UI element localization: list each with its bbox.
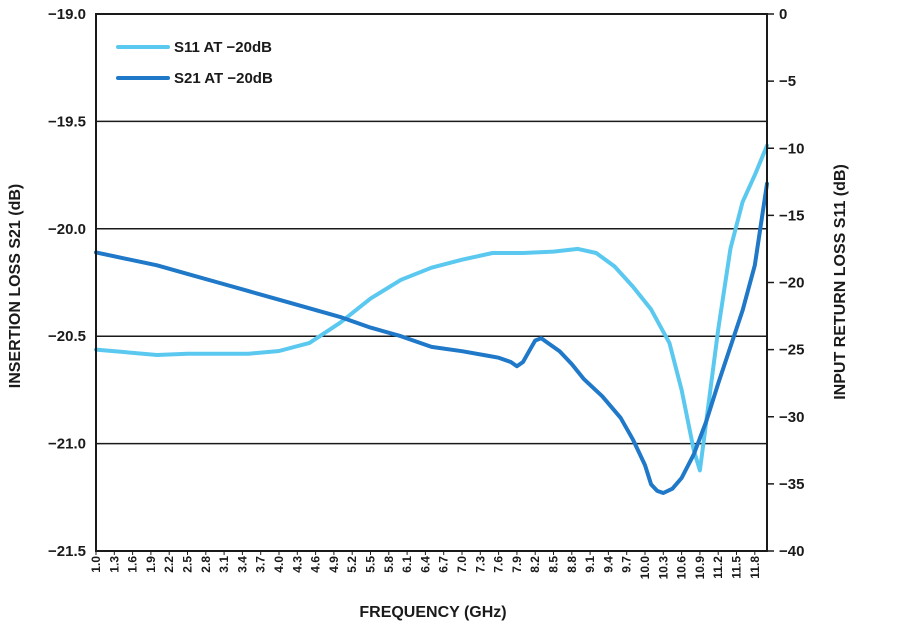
- x-tick-label: 11.2: [711, 556, 725, 579]
- series-layer: [94, 143, 769, 495]
- right-tick-label: −30: [779, 409, 804, 426]
- x-tick-label: 11.8: [748, 556, 762, 579]
- x-tick-label: 7.3: [473, 556, 487, 573]
- x-tick-label: 4.3: [290, 556, 304, 573]
- left-y-axis: −19.0 −19.5 −20.0 −20.5 −21.0 −21.5: [48, 6, 86, 560]
- right-tick-label: −5: [779, 73, 796, 90]
- series-line-s11: [94, 143, 769, 473]
- x-tick-label: 3.4: [235, 556, 249, 573]
- legend-label-s11: S11 AT −20dB: [174, 39, 272, 56]
- left-tick-label: −19.0: [48, 6, 86, 23]
- legend-label-s21: S21 AT −20dB: [174, 70, 273, 87]
- x-axis-title: FREQUENCY (GHz): [359, 604, 506, 621]
- x-tick-label: 1.0: [89, 556, 103, 573]
- x-tick-label: 3.1: [217, 556, 231, 573]
- right-tick-label: −20: [779, 275, 804, 292]
- x-tick-label: 4.0: [272, 556, 286, 573]
- x-tick-label: 11.5: [730, 556, 744, 579]
- x-tick-label: 2.2: [162, 556, 176, 573]
- x-tick-label: 1.6: [126, 556, 140, 573]
- x-tick-label: 9.1: [583, 556, 597, 573]
- right-y-axis: 0 −5 −10 −15 −20 −25 −30 −35 −40: [767, 6, 804, 560]
- x-tick-label: 9.4: [601, 556, 615, 573]
- left-axis-title: INSERTION LOSS S21 (dB): [7, 184, 24, 388]
- x-tick-label: 4.6: [309, 556, 323, 573]
- x-tick-label: 5.5: [364, 556, 378, 573]
- x-tick-label: 1.9: [144, 556, 158, 573]
- x-tick-label: 5.2: [345, 556, 359, 573]
- left-tick-label: −20.0: [48, 221, 86, 238]
- left-tick-label: −21.0: [48, 436, 86, 453]
- x-tick-label: 4.9: [327, 556, 341, 573]
- x-tick-label: 5.8: [382, 556, 396, 573]
- x-tick-label: 10.6: [675, 556, 689, 580]
- left-tick-label: −20.5: [48, 328, 86, 345]
- grid-lines: [96, 120, 767, 445]
- x-tick-label: 10.0: [638, 556, 652, 580]
- x-tick-label: 8.8: [565, 556, 579, 573]
- x-axis: 1.0 1.3 1.6 1.9 2.2 2.5 2.8 3.1 3.4 3.7 4.0 4.3 4.6 4…: [89, 551, 762, 579]
- x-tick-label: 10.9: [693, 556, 707, 580]
- x-tick-label: 7.9: [510, 556, 524, 573]
- x-tick-label: 10.3: [656, 556, 670, 580]
- x-tick-label: 6.4: [418, 556, 432, 573]
- x-tick-label: 2.8: [199, 556, 213, 573]
- x-tick-label: 8.2: [528, 556, 542, 573]
- legend: S11 AT −20dB S21 AT −20dB: [116, 39, 273, 87]
- x-tick-label: 1.3: [107, 556, 121, 573]
- x-tick-label: 3.7: [254, 556, 268, 573]
- right-tick-label: −25: [779, 342, 804, 359]
- x-tick-label: 8.5: [547, 556, 561, 573]
- left-tick-label: −19.5: [48, 113, 86, 130]
- right-tick-label: −15: [779, 207, 804, 224]
- plot-frame: [95, 13, 768, 552]
- left-tick-label: −21.5: [48, 543, 86, 560]
- right-tick-label: −10: [779, 140, 804, 157]
- x-tick-label: 7.6: [492, 556, 506, 573]
- right-tick-label: −35: [779, 476, 804, 493]
- series-line-s21: [94, 181, 769, 495]
- right-axis-title: INPUT RETURN LOSS S11 (dB): [832, 164, 849, 400]
- right-tick-label: −40: [779, 543, 804, 560]
- x-tick-label: 6.1: [400, 556, 414, 573]
- x-tick-label: 9.7: [620, 556, 634, 573]
- x-tick-label: 6.7: [437, 556, 451, 573]
- x-tick-label: 7.0: [455, 556, 469, 573]
- right-tick-label: 0: [779, 6, 787, 23]
- x-tick-label: 2.5: [181, 556, 195, 573]
